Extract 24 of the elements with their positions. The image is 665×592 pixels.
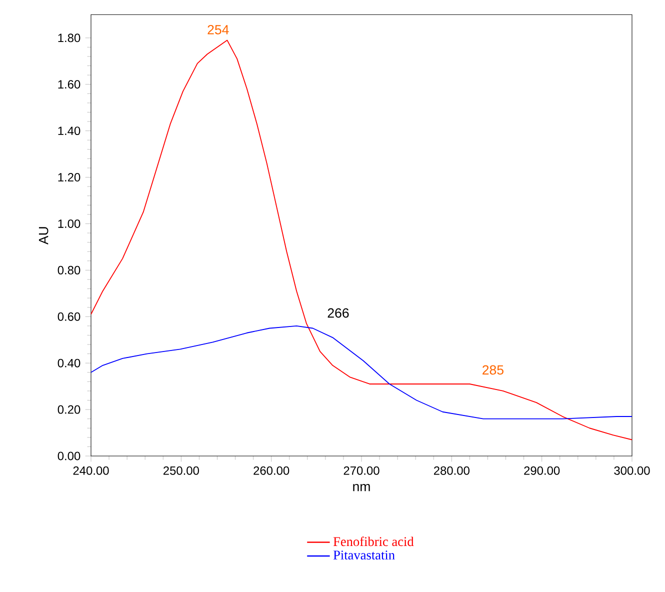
y-tick-label: 0.00: [58, 452, 80, 460]
x-tick-label: 260.00: [254, 466, 290, 475]
annotation: 254: [208, 24, 229, 34]
y-tick-label: 0.40: [58, 358, 80, 368]
x-tick-label: 300.00: [614, 466, 650, 475]
annotation: 285: [482, 365, 504, 375]
y-tick-label: 0.60: [58, 312, 80, 321]
x-tick-label: 290.00: [524, 466, 560, 475]
x-tick-label: 250.00: [163, 466, 199, 475]
y-tick-label: 1.80: [58, 34, 80, 42]
x-tick-label: 240.00: [73, 466, 109, 475]
y-tick-label: 1.00: [58, 219, 80, 228]
y-tick-label: 0.20: [58, 405, 80, 414]
x-tick-label: 270.00: [344, 466, 380, 475]
x-tick-label: 280.00: [434, 466, 470, 475]
legend-label: Pitavastatin: [333, 550, 395, 560]
y-axis-title: AU: [38, 227, 48, 245]
y-tick-label: 1.40: [58, 126, 80, 136]
annotation: 266: [328, 308, 349, 318]
y-tick-label: 1.60: [58, 80, 80, 89]
legend-label: Fenofibric acid: [333, 536, 414, 546]
x-axis-title: nm: [353, 484, 370, 492]
y-tick-label: 1.20: [58, 173, 80, 182]
y-tick-label: 0.80: [58, 266, 80, 274]
